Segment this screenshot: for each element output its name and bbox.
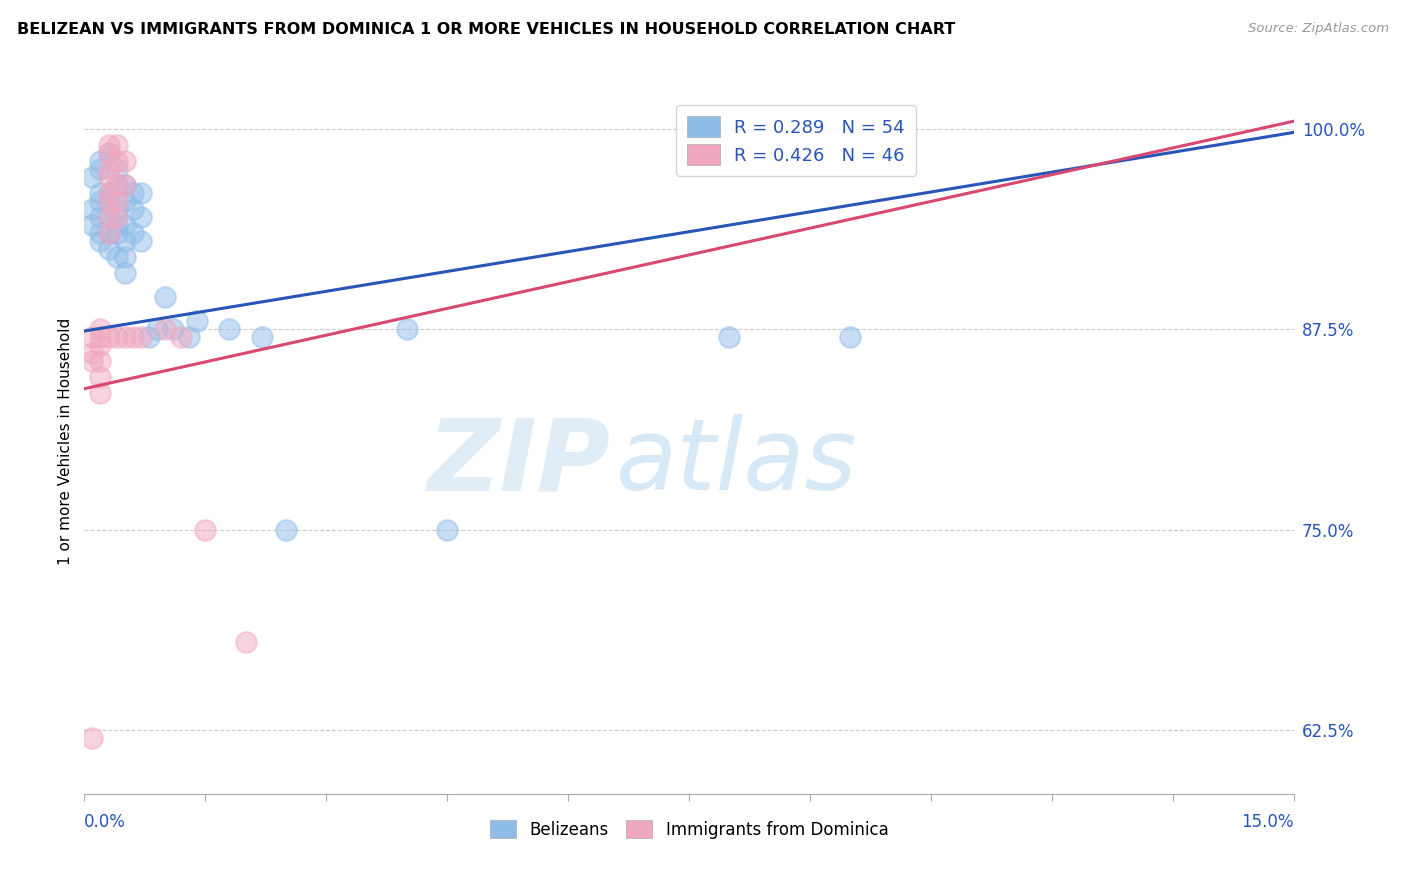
Point — [89, 154, 111, 169]
Point — [97, 211, 120, 225]
Point — [82, 219, 104, 233]
Point — [97, 186, 120, 201]
Point — [114, 178, 136, 193]
Point — [129, 330, 152, 344]
Point — [121, 330, 143, 344]
Text: Source: ZipAtlas.com: Source: ZipAtlas.com — [1249, 22, 1389, 36]
Point — [250, 330, 273, 344]
Point — [97, 138, 120, 153]
Point — [235, 634, 257, 648]
Point — [105, 194, 128, 209]
Point — [82, 330, 104, 344]
Point — [89, 162, 111, 177]
Point — [153, 322, 176, 336]
Point — [146, 322, 169, 336]
Text: 0.0%: 0.0% — [84, 814, 127, 831]
Point — [105, 251, 128, 265]
Text: atlas: atlas — [616, 414, 858, 511]
Point — [105, 202, 128, 217]
Point — [82, 202, 104, 217]
Y-axis label: 1 or more Vehicles in Household: 1 or more Vehicles in Household — [58, 318, 73, 566]
Point — [89, 227, 111, 241]
Point — [89, 386, 111, 401]
Point — [105, 178, 128, 193]
Point — [114, 178, 136, 193]
Point — [97, 186, 120, 201]
Point — [97, 146, 120, 161]
Point — [105, 211, 128, 225]
Point — [82, 354, 104, 368]
Point — [97, 194, 120, 209]
Point — [153, 290, 176, 304]
Point — [718, 330, 741, 344]
Point — [105, 219, 128, 233]
Point — [105, 330, 128, 344]
Point — [436, 523, 458, 537]
Text: 15.0%: 15.0% — [1241, 814, 1294, 831]
Text: BELIZEAN VS IMMIGRANTS FROM DOMINICA 1 OR MORE VEHICLES IN HOUSEHOLD CORRELATION: BELIZEAN VS IMMIGRANTS FROM DOMINICA 1 O… — [17, 22, 955, 37]
Point — [194, 523, 217, 537]
Point — [218, 322, 240, 336]
Point — [121, 227, 143, 241]
Point — [82, 346, 104, 360]
Point — [105, 154, 128, 169]
Point — [138, 330, 160, 344]
Point — [97, 170, 120, 185]
Point — [97, 227, 120, 241]
Point — [839, 330, 862, 344]
Point — [89, 194, 111, 209]
Point — [114, 266, 136, 280]
Point — [114, 330, 136, 344]
Point — [97, 211, 120, 225]
Point — [97, 243, 120, 257]
Point — [89, 338, 111, 352]
Point — [129, 235, 152, 249]
Point — [121, 186, 143, 201]
Point — [105, 162, 128, 177]
Point — [274, 523, 297, 537]
Point — [89, 186, 111, 201]
Point — [97, 146, 120, 161]
Point — [97, 330, 120, 344]
Point — [105, 138, 128, 153]
Point — [129, 211, 152, 225]
Point — [89, 330, 111, 344]
Point — [89, 322, 111, 336]
Point — [89, 354, 111, 368]
Point — [89, 235, 111, 249]
Point — [395, 322, 418, 336]
Point — [82, 731, 104, 745]
Point — [114, 194, 136, 209]
Point — [170, 330, 193, 344]
Point — [179, 330, 201, 344]
Text: ZIP: ZIP — [427, 414, 610, 511]
Point — [114, 154, 136, 169]
Point — [105, 227, 128, 241]
Point — [162, 322, 184, 336]
Point — [121, 202, 143, 217]
Point — [114, 235, 136, 249]
Point — [89, 211, 111, 225]
Point — [114, 219, 136, 233]
Point — [186, 314, 208, 328]
Point — [105, 178, 128, 193]
Point — [97, 227, 120, 241]
Point — [89, 370, 111, 384]
Legend: Belizeans, Immigrants from Dominica: Belizeans, Immigrants from Dominica — [482, 814, 896, 846]
Point — [129, 186, 152, 201]
Point — [97, 194, 120, 209]
Point — [97, 162, 120, 177]
Point — [82, 170, 104, 185]
Point — [114, 251, 136, 265]
